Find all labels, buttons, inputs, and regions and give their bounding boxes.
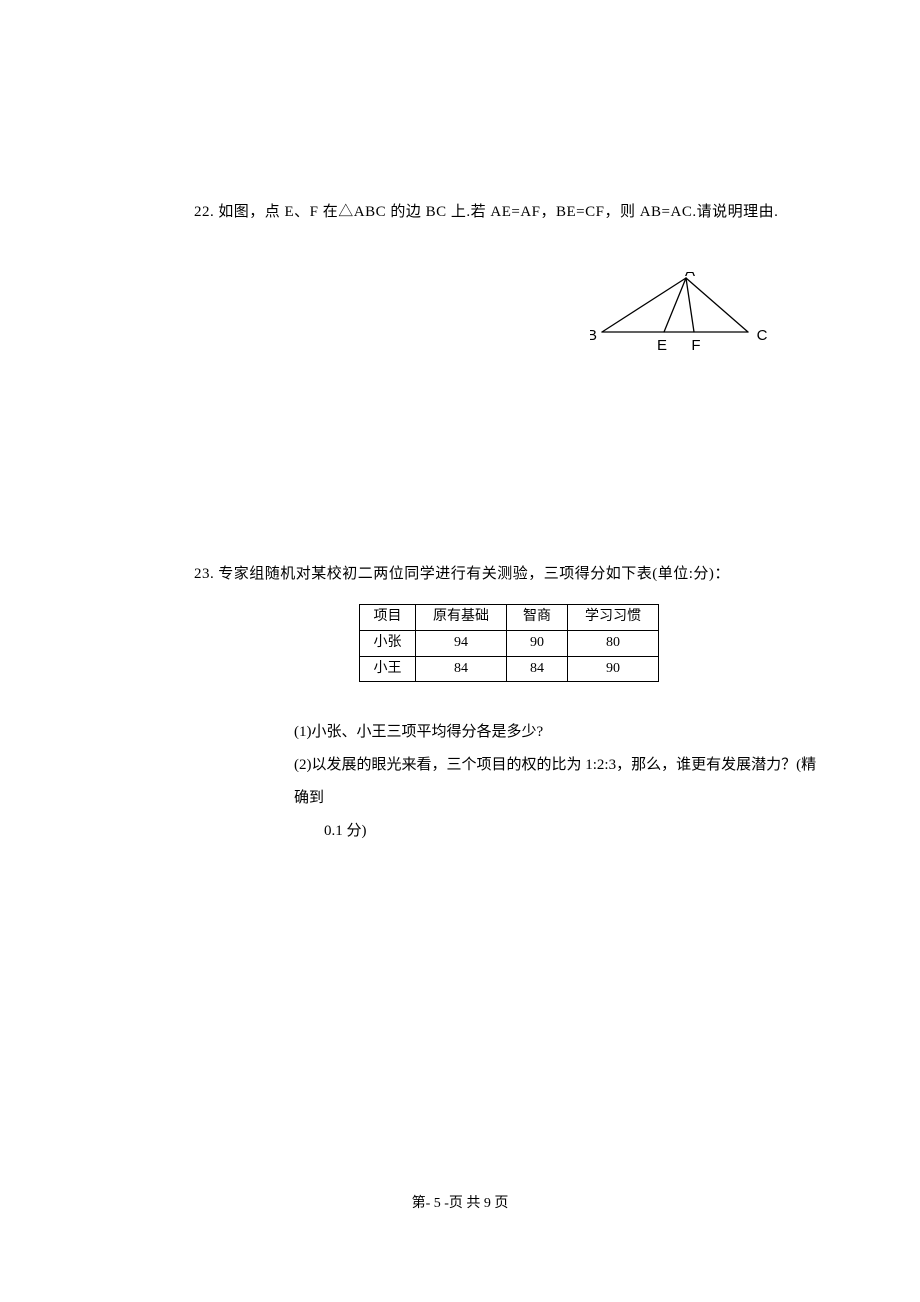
table-row: 小张 94 90 80 <box>360 630 659 656</box>
sub-question-1: (1)小张、小王三项平均得分各是多少? <box>294 716 824 749</box>
scores-table: 项目 原有基础 智商 学习习惯 小张 94 90 80 小王 84 84 90 <box>359 604 659 682</box>
question-22: 22. 如图，点 E、F 在△ABC 的边 BC 上.若 AE=AF，BE=CF… <box>194 200 824 224</box>
footer-page-number: 5 <box>434 1196 441 1211</box>
q22-text: 如图，点 E、F 在△ABC 的边 BC 上.若 AE=AF，BE=CF，则 A… <box>218 204 778 220</box>
footer-suffix: 页 <box>494 1196 508 1211</box>
cell-header: 智商 <box>507 605 568 631</box>
footer-mid: -页 共 <box>444 1196 480 1211</box>
triangle-svg: A B C E F <box>590 272 770 358</box>
q22-number: 22. <box>194 204 214 220</box>
sub-question-2-line2: 0.1 分) <box>324 815 824 848</box>
cell-header: 原有基础 <box>416 605 507 631</box>
sub-questions: (1)小张、小王三项平均得分各是多少? (2)以发展的眼光来看，三个项目的权的比… <box>294 716 824 848</box>
svg-text:F: F <box>691 337 700 354</box>
cell-header: 学习习惯 <box>568 605 659 631</box>
cell: 94 <box>416 630 507 656</box>
footer-prefix: 第- <box>412 1196 431 1211</box>
cell: 小王 <box>360 656 416 682</box>
svg-text:B: B <box>590 327 597 344</box>
svg-text:E: E <box>657 337 667 354</box>
table-row: 项目 原有基础 智商 学习习惯 <box>360 605 659 631</box>
cell: 小张 <box>360 630 416 656</box>
q23-number: 23. <box>194 566 214 582</box>
cell: 84 <box>507 656 568 682</box>
svg-text:A: A <box>685 272 695 280</box>
page: 22. 如图，点 E、F 在△ABC 的边 BC 上.若 AE=AF，BE=CF… <box>0 0 920 1302</box>
svg-text:C: C <box>757 327 768 344</box>
cell: 84 <box>416 656 507 682</box>
cell: 90 <box>507 630 568 656</box>
question-23: 23. 专家组随机对某校初二两位同学进行有关测验，三项得分如下表(单位:分)： … <box>194 562 824 848</box>
cell: 90 <box>568 656 659 682</box>
cell-header: 项目 <box>360 605 416 631</box>
page-footer: 第- 5 -页 共 9 页 <box>0 1192 920 1212</box>
q23-text: 专家组随机对某校初二两位同学进行有关测验，三项得分如下表(单位:分)： <box>218 566 730 582</box>
sub-question-2-line1: (2)以发展的眼光来看，三个项目的权的比为 1:2:3，那么，谁更有发展潜力？(… <box>294 749 824 815</box>
cell: 80 <box>568 630 659 656</box>
triangle-diagram: A B C E F <box>590 272 770 352</box>
footer-total: 9 <box>484 1196 491 1211</box>
table-row: 小王 84 84 90 <box>360 656 659 682</box>
